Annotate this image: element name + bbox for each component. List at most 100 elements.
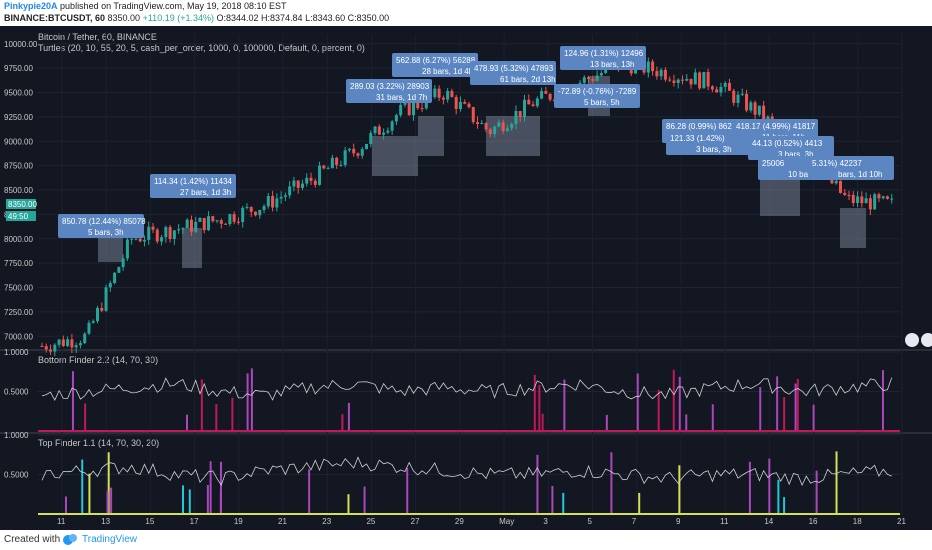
trade-label-box[interactable] [666,131,752,155]
candle-body [535,98,539,107]
x-tick-label: 5 [588,517,593,526]
candle-body [672,80,676,83]
candle-body [228,214,232,225]
trade-label-box[interactable] [150,174,236,198]
candle-body [394,115,398,122]
x-tick-label: 29 [455,517,464,526]
candle-body [130,238,134,240]
candle-body [198,218,202,222]
trade-label-pnl: 124.96 (1.31%) 12496 [564,49,644,58]
x-tick-label: 27 [411,517,420,526]
chart-area[interactable]: Bitcoin / Tether, 60, BINANCE Turtles (2… [0,26,932,530]
candle-body [698,72,702,89]
x-tick-label: 19 [234,517,243,526]
trade-label-box[interactable] [748,136,834,160]
oscillator-bars [38,368,900,515]
candle-body [147,226,151,240]
candle-body [463,101,467,104]
candle-body [83,333,87,344]
strategy-title: Turtles (20, 10, 55, 20, 5, cash_per_ord… [38,43,365,53]
candle-body [207,216,211,231]
candle-body [164,227,168,238]
candle-body [215,220,219,222]
tradingview-brand[interactable]: TradingView [62,532,137,546]
ohlc-values: O:8344.02 H:8374.84 L:8343.60 C:8350.00 [216,13,390,23]
author-link[interactable]: Pinkypie20A [4,1,58,11]
trade-label-box[interactable] [392,53,478,77]
trade-label-box[interactable] [554,84,640,108]
trade-label-bars: 5 bars, 3h [88,228,124,237]
candle-body [450,90,454,98]
x-tick-label: 18 [853,517,862,526]
chart-svg[interactable]: Bitcoin / Tether, 60, BINANCE Turtles (2… [0,26,932,530]
candle-body [736,94,740,103]
trade-label-box[interactable] [808,156,894,180]
candle-body [834,180,838,184]
candle-body [548,93,552,100]
candle-body [441,97,445,100]
trade-label-bars: 3 bars, 3h [778,150,814,159]
candle-body [523,99,527,118]
candle-body [347,148,351,151]
candle-body [544,91,548,94]
candle-body [407,101,411,116]
price-tick-label: 8750.00 [4,162,33,171]
trade-label-pnl: 44.13 (0.52%) 4413 [752,139,823,148]
candle-body [514,111,518,125]
candle-body [57,339,61,345]
trade-label-box[interactable] [346,79,432,103]
candle-body [497,122,501,127]
candle-body [313,180,317,185]
candle-body [262,206,266,210]
candle-body [727,82,731,91]
candle-body [160,237,164,242]
trade-label-bars: 13 bars, 13h [590,60,634,69]
osc-tick-label: 1.0000 [4,348,29,357]
candle-body [309,177,313,181]
flag-icon[interactable] [921,333,932,347]
candle-body [757,105,761,115]
candle-body [258,209,262,216]
x-tick-label: 17 [190,517,199,526]
candle-body [501,122,505,132]
trade-label-box[interactable] [470,61,556,85]
candle-body [493,126,497,135]
candle-body [877,194,881,199]
candle-body [377,126,381,135]
candle-body [91,321,95,323]
flag-icon[interactable] [905,333,919,347]
candle-body [851,194,855,203]
price-tick-label: 9500.00 [4,89,33,98]
x-tick-label: 23 [322,517,331,526]
trade-box [182,228,202,268]
candle-body [518,111,522,118]
candle-body [411,102,415,116]
price-tick-label: 7500.00 [4,284,33,293]
trade-label-pnl: 114.34 (1.42%) 11434 [154,177,233,186]
candle-body [61,339,65,346]
trade-label-bars: 28 bars, 1d 4h [422,67,473,76]
candle-body [249,206,253,212]
candle-body [676,79,680,83]
trade-label-pnl: 478.93 (5.32%) 47893 [474,64,554,73]
candle-body [399,104,403,116]
x-tick-label: 9 [676,517,681,526]
candle-body [104,287,108,311]
candle-body [770,116,774,122]
candle-body [873,194,877,210]
trade-label-pnl: 86.28 (0.99%) 8628 [666,122,737,131]
axis-labels: 10000.00 9750.00 9500.00 9250.00 9000.00 8750… [4,40,906,526]
candle-body [527,99,531,105]
candle-body [488,129,492,135]
candle-body [189,219,193,232]
trade-label-box[interactable] [560,46,646,70]
bottom-finder-title: Bottom Finder 2.2 (14, 70, 30) [38,355,158,365]
candle-body [219,220,223,224]
candle-body [890,198,894,200]
trade-label-box[interactable] [58,214,144,238]
tradingview-link[interactable]: TradingView [82,533,138,545]
candle-body [266,196,270,207]
trade-box [840,208,866,248]
candle-body [339,164,343,166]
candle-body [885,196,889,199]
